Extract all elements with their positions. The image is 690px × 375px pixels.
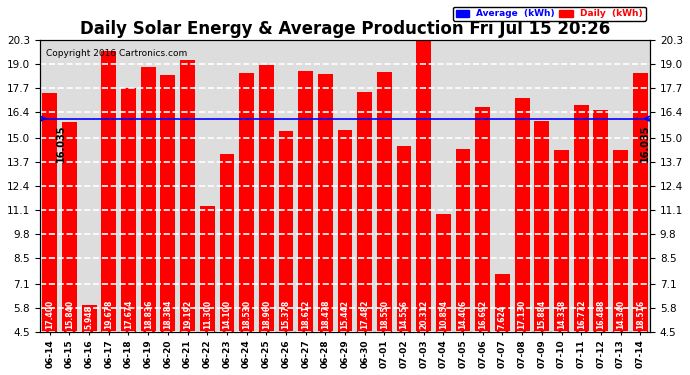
Text: 11.300: 11.300 bbox=[203, 300, 212, 329]
Text: 16.035: 16.035 bbox=[56, 124, 66, 162]
Bar bbox=[377, 72, 392, 375]
Text: 14.340: 14.340 bbox=[616, 300, 625, 329]
Bar bbox=[141, 67, 155, 375]
Bar bbox=[259, 65, 274, 375]
Bar bbox=[554, 150, 569, 375]
Text: 16.772: 16.772 bbox=[577, 299, 586, 329]
Text: 18.612: 18.612 bbox=[301, 300, 310, 329]
Bar bbox=[633, 73, 648, 375]
Bar bbox=[200, 206, 215, 375]
Bar bbox=[416, 40, 431, 375]
Bar bbox=[397, 146, 411, 375]
Bar bbox=[161, 75, 175, 375]
Bar bbox=[337, 130, 353, 375]
Text: 15.840: 15.840 bbox=[65, 300, 74, 329]
Text: 18.384: 18.384 bbox=[164, 299, 172, 329]
Bar bbox=[219, 154, 235, 375]
Text: 18.550: 18.550 bbox=[380, 300, 389, 329]
Text: 15.378: 15.378 bbox=[282, 300, 290, 329]
Bar bbox=[298, 71, 313, 375]
Text: 18.478: 18.478 bbox=[321, 299, 330, 329]
Text: 18.960: 18.960 bbox=[262, 300, 270, 329]
Bar bbox=[357, 92, 372, 375]
Text: 20.312: 20.312 bbox=[420, 300, 428, 329]
Text: 14.556: 14.556 bbox=[400, 300, 408, 329]
Text: 7.624: 7.624 bbox=[498, 305, 507, 329]
Text: 19.678: 19.678 bbox=[104, 299, 113, 329]
Legend: Average  (kWh), Daily  (kWh): Average (kWh), Daily (kWh) bbox=[453, 7, 646, 21]
Bar bbox=[436, 214, 451, 375]
Text: 10.854: 10.854 bbox=[439, 300, 448, 329]
Text: 5.948: 5.948 bbox=[85, 305, 94, 329]
Bar bbox=[318, 74, 333, 375]
Bar bbox=[535, 122, 549, 375]
Bar bbox=[42, 93, 57, 375]
Text: 14.406: 14.406 bbox=[459, 300, 468, 329]
Bar bbox=[495, 274, 510, 375]
Bar bbox=[455, 149, 471, 375]
Bar bbox=[180, 60, 195, 375]
Bar bbox=[279, 131, 293, 375]
Text: 16.488: 16.488 bbox=[596, 299, 605, 329]
Bar bbox=[613, 150, 628, 375]
Text: 14.100: 14.100 bbox=[222, 300, 231, 329]
Text: 14.338: 14.338 bbox=[557, 300, 566, 329]
Bar bbox=[62, 122, 77, 375]
Bar bbox=[515, 99, 529, 375]
Bar bbox=[574, 105, 589, 375]
Bar bbox=[81, 305, 97, 375]
Bar bbox=[239, 73, 254, 375]
Title: Daily Solar Energy & Average Production Fri Jul 15 20:26: Daily Solar Energy & Average Production … bbox=[80, 20, 610, 38]
Text: 16.035: 16.035 bbox=[640, 124, 650, 162]
Text: Copyright 2016 Cartronics.com: Copyright 2016 Cartronics.com bbox=[46, 49, 187, 58]
Text: 18.836: 18.836 bbox=[144, 299, 152, 329]
Text: 17.482: 17.482 bbox=[360, 299, 369, 329]
Bar bbox=[101, 51, 116, 375]
Text: 17.130: 17.130 bbox=[518, 300, 526, 329]
Text: 18.516: 18.516 bbox=[635, 300, 644, 329]
Text: 15.884: 15.884 bbox=[538, 300, 546, 329]
Text: 17.674: 17.674 bbox=[124, 299, 133, 329]
Text: 16.692: 16.692 bbox=[478, 300, 487, 329]
Text: 17.400: 17.400 bbox=[46, 300, 55, 329]
Bar bbox=[475, 106, 490, 375]
Text: 19.192: 19.192 bbox=[183, 300, 192, 329]
Bar bbox=[121, 88, 136, 375]
Text: 18.530: 18.530 bbox=[242, 300, 251, 329]
Text: 15.442: 15.442 bbox=[340, 300, 350, 329]
Bar bbox=[593, 110, 609, 375]
